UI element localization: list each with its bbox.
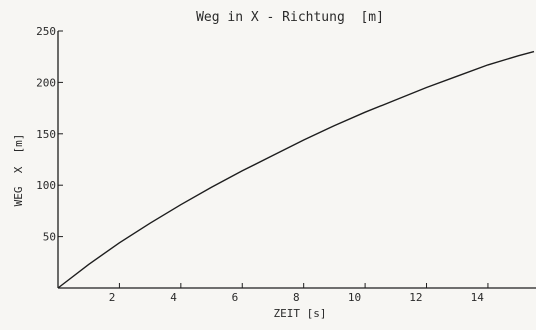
y-axis-label-group: WEG X [m]: [12, 134, 25, 207]
x-axis-label: ZEIT [s]: [274, 307, 327, 320]
x-tick-label: 14: [471, 291, 485, 304]
y-tick-label: 250: [36, 25, 56, 38]
y-axis-label: WEG X [m]: [12, 134, 25, 207]
x-tick-label: 2: [109, 291, 116, 304]
x-tick-label: 4: [170, 291, 177, 304]
y-tick-label: 100: [36, 179, 56, 192]
x-tick-label: 6: [232, 291, 239, 304]
y-tick-label: 200: [36, 76, 56, 89]
y-tick-label: 50: [43, 231, 56, 244]
x-tick-label: 12: [409, 291, 422, 304]
chart-title: Weg in X - Richtung [m]: [196, 10, 384, 25]
x-tick-label: 8: [293, 291, 300, 304]
x-tick-label: 10: [348, 291, 361, 304]
y-tick-label: 150: [36, 128, 56, 141]
series-line: [57, 50, 535, 289]
